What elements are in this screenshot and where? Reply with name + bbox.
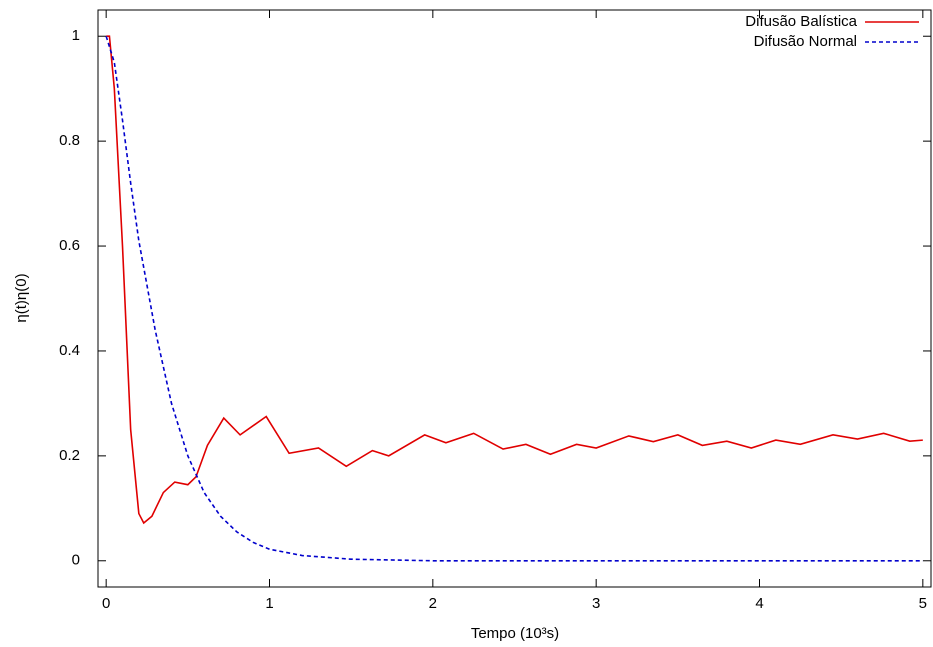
x-tick-label: 0 [102, 595, 110, 612]
x-tick-label: 2 [429, 595, 437, 612]
legend-label: Difusão Balística [745, 13, 857, 30]
y-tick-label: 0 [72, 552, 80, 569]
y-tick-label: 0.4 [59, 342, 80, 359]
x-tick-label: 3 [592, 595, 600, 612]
y-axis-label: η(t)η(0) [13, 273, 30, 322]
y-tick-label: 0.8 [59, 132, 80, 149]
x-tick-label: 4 [755, 595, 763, 612]
x-axis-label: Tempo (10³s) [471, 625, 559, 642]
plot-frame [97, 9, 932, 588]
y-tick-label: 1 [72, 27, 80, 44]
x-tick-label: 1 [265, 595, 273, 612]
y-tick-label: 0.2 [59, 447, 80, 464]
y-tick-label: 0.6 [59, 237, 80, 254]
data-line [106, 35, 923, 525]
x-tick-label: 5 [919, 595, 927, 612]
data-line [105, 35, 923, 562]
legend-label: Difusão Normal [754, 33, 857, 50]
